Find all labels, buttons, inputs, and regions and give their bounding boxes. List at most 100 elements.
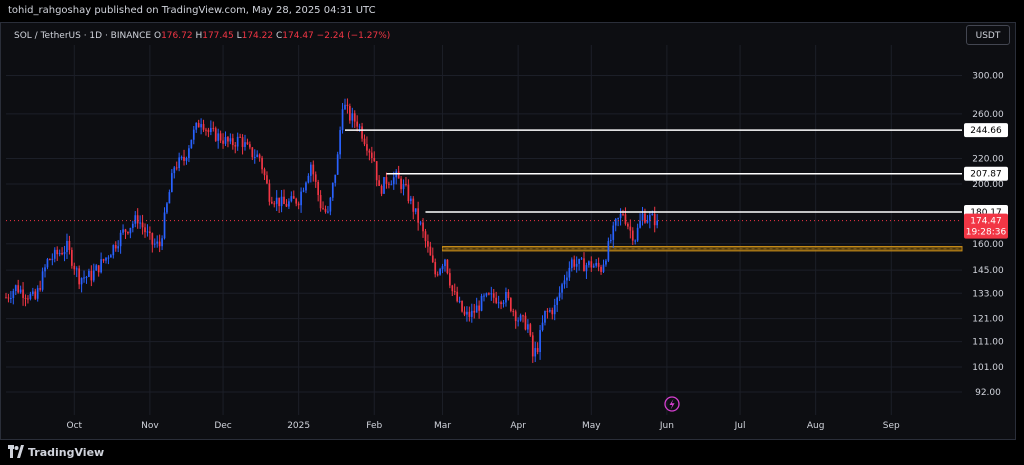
candle-body <box>327 211 329 213</box>
candle-body <box>405 184 407 186</box>
x-tick-label: Nov <box>141 421 159 431</box>
candle-body <box>144 227 146 233</box>
open-label: O <box>153 31 162 41</box>
candle-body <box>217 133 220 141</box>
publish-bar: tohid_rahgoshay published on TradingView… <box>0 0 1024 22</box>
candle-body <box>227 137 229 142</box>
candle-body <box>273 203 276 205</box>
candle-body <box>536 348 539 352</box>
candle-body <box>229 138 232 142</box>
candle-body <box>90 270 93 281</box>
y-tick-label: 145.00 <box>972 266 1004 276</box>
candle-body <box>636 227 639 241</box>
candle-body <box>475 305 478 313</box>
publisher-info: tohid_rahgoshay published on TradingView… <box>8 5 376 16</box>
candle-body <box>105 257 107 261</box>
candle-body <box>539 330 541 352</box>
candle-body <box>522 315 524 317</box>
change-value: −2.24 (−1.27%) <box>316 31 391 41</box>
candle-body <box>158 241 161 247</box>
symbol-legend: SOL / TetherUS · 1D · BINANCE O176.72 H1… <box>14 31 390 41</box>
candle-body <box>414 208 417 212</box>
candle-body <box>14 285 17 292</box>
candle-body <box>51 258 54 261</box>
candle-body <box>46 259 49 268</box>
level-label-bg <box>964 166 1008 181</box>
candle-body <box>251 147 254 158</box>
candle-body <box>612 225 615 240</box>
candle-body <box>656 220 659 226</box>
candle-body <box>312 164 315 175</box>
candle-body <box>178 157 181 169</box>
event-marker-icon[interactable] <box>664 396 680 412</box>
candle-body <box>119 232 122 247</box>
candle-body <box>285 203 288 207</box>
candle-body <box>68 240 71 250</box>
candle-body <box>244 142 246 147</box>
candle-body <box>27 298 29 300</box>
candle-body <box>188 148 190 158</box>
candle-body <box>561 284 563 293</box>
candle-body <box>261 157 263 170</box>
candle-body <box>607 241 610 261</box>
candle-body <box>314 174 317 182</box>
candle-body <box>202 124 205 130</box>
candle-body <box>507 292 510 299</box>
candle-body <box>219 133 222 141</box>
candle-body <box>263 169 266 176</box>
candle-body <box>590 261 593 268</box>
candle-body <box>473 310 476 313</box>
candle-body <box>548 310 551 312</box>
candle-body <box>336 154 339 175</box>
candle-body <box>449 273 451 286</box>
candle-body <box>124 229 127 232</box>
candle-body <box>200 124 202 128</box>
candle-body <box>422 222 424 232</box>
candle-body <box>266 175 268 184</box>
candle-body <box>319 195 322 209</box>
candle-body <box>29 294 32 300</box>
candle-body <box>349 106 351 121</box>
candle-body <box>627 223 629 227</box>
candle-body <box>102 259 105 261</box>
candle-body <box>134 215 137 224</box>
candle-body <box>141 222 144 228</box>
chart-panel[interactable] <box>0 22 1016 440</box>
candle-body <box>644 213 646 223</box>
candle-body <box>478 305 480 311</box>
candle-body <box>317 181 320 196</box>
candle-body <box>10 298 12 300</box>
candle-body <box>17 285 20 293</box>
candle-body <box>497 302 500 304</box>
candle-body <box>31 291 34 295</box>
candle-body <box>34 291 37 299</box>
y-tick-label: 121.00 <box>972 315 1004 325</box>
candle-body <box>402 184 405 190</box>
currency-button[interactable]: USDT <box>966 25 1010 45</box>
candle-body <box>441 266 444 270</box>
candle-body <box>80 278 83 285</box>
y-tick-label: 133.00 <box>972 289 1004 299</box>
candle-body <box>22 289 24 298</box>
candle-body <box>41 271 44 290</box>
candle-body <box>427 241 429 247</box>
candle-body <box>566 277 568 281</box>
candle-body <box>527 324 529 330</box>
candle-body <box>324 208 327 212</box>
candle-body <box>358 126 361 128</box>
candle-body <box>24 297 27 299</box>
candle-body <box>100 259 102 273</box>
candle-body <box>236 136 239 147</box>
candle-body <box>136 215 139 224</box>
candle-body <box>488 293 490 295</box>
level-label: 180.17 <box>970 208 1002 218</box>
candle-body <box>83 277 85 279</box>
candle-body <box>214 128 217 141</box>
candle-body <box>529 324 532 336</box>
candle-body <box>439 269 441 275</box>
candle-body <box>5 297 7 299</box>
candle-body <box>129 227 132 234</box>
open-value: 176.72 <box>161 31 193 41</box>
candle-body <box>388 183 390 185</box>
